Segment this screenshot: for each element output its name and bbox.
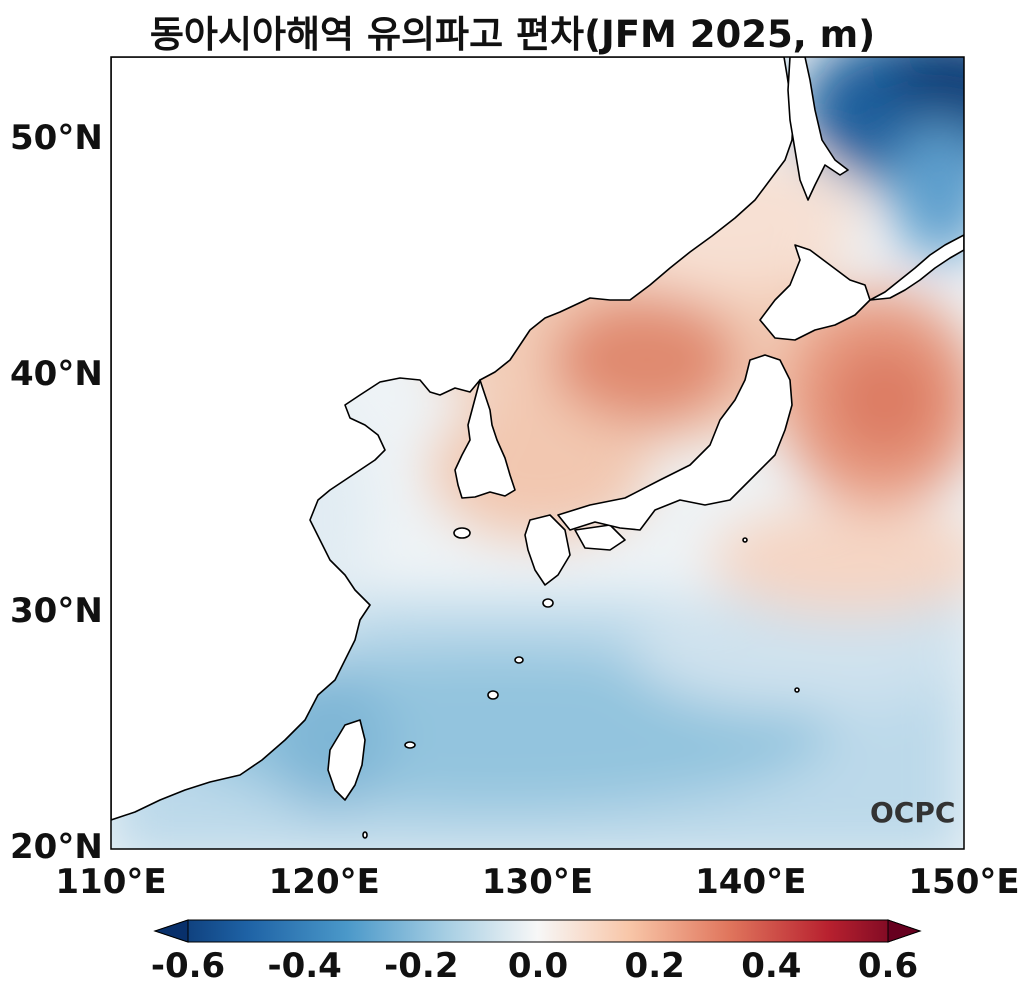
ocpc-logo: OCPC <box>870 796 956 829</box>
lon-tick-label: 130°E <box>481 862 594 902</box>
land-coastlines <box>111 57 964 839</box>
lat-tick-label: 50°N <box>10 117 103 158</box>
lon-tick-label: 140°E <box>695 862 807 902</box>
colorbar-tick-label: -0.6 <box>150 946 226 986</box>
colorbar-tick-label: 0.2 <box>624 946 685 986</box>
colorbar-tick-label: -0.4 <box>267 946 342 986</box>
colorbar <box>153 919 922 943</box>
lon-tick-label: 120°E <box>268 862 380 902</box>
map-frame <box>110 56 965 850</box>
lat-tick-label: 30°N <box>10 590 103 631</box>
lat-tick-label: 20°N <box>10 827 103 867</box>
lon-tick-label: 110°E <box>55 862 167 902</box>
map-title: 동아시아해역 유의파고 편차(JFM 2025, m) <box>149 13 876 56</box>
colorbar-tick-label: -0.2 <box>384 946 459 986</box>
lat-tick-label: 40°N <box>10 354 103 395</box>
colorbar-tick-label: 0.0 <box>507 946 569 986</box>
colorbar-tick-label: 0.6 <box>857 946 919 986</box>
colorbar-tick-label: 0.4 <box>741 946 802 986</box>
lon-tick-label: 150°E <box>908 862 1020 902</box>
